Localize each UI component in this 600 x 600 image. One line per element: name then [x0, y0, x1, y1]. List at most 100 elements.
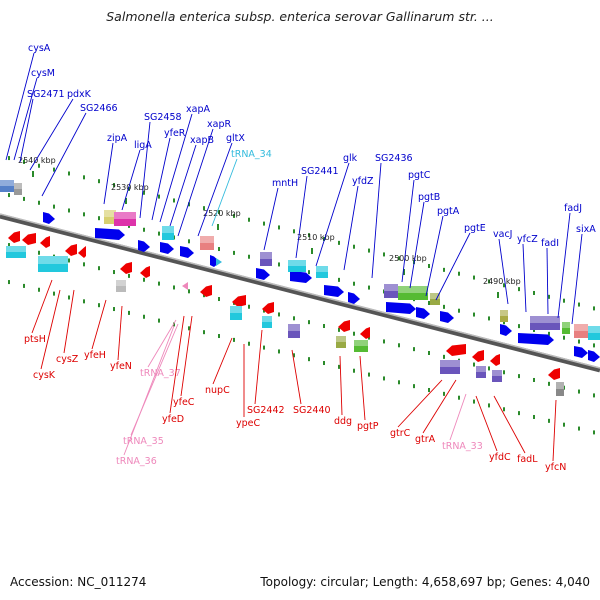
track-dot [83, 262, 85, 267]
gene-leader-line [41, 112, 87, 197]
track-dot [188, 239, 190, 244]
gene-label-yfeN[interactable]: yfeN [110, 361, 132, 372]
gene-label-pgtP[interactable]: pgtP [357, 421, 379, 432]
gene-label-yfcN[interactable]: yfcN [545, 462, 566, 473]
gene-label-tRNA_34[interactable]: tRNA_34 [231, 149, 272, 160]
gene-label-xapR[interactable]: xapR [207, 119, 231, 130]
gene-label-pgtE[interactable]: pgtE [464, 223, 486, 234]
gene-leader-line [371, 162, 382, 279]
gene-leader-line [169, 144, 197, 227]
gene-label-fadI[interactable]: fadI [541, 238, 559, 249]
track-dot [83, 212, 85, 217]
scale-tick [311, 248, 313, 254]
forward-gene-arrow [588, 350, 600, 362]
gene-label-yfeD[interactable]: yfeD [162, 414, 184, 425]
gene-label-yfeH[interactable]: yfeH [84, 350, 106, 361]
gene-label-glk[interactable]: glk [343, 153, 358, 164]
trna-marker [182, 282, 188, 290]
gene-label-cysM[interactable]: cysM [31, 68, 55, 79]
gene-label-SG2440[interactable]: SG2440 [293, 405, 331, 416]
track-dot [143, 314, 145, 319]
track-dot [353, 281, 355, 286]
gene-label-tRNA_36[interactable]: tRNA_36 [116, 456, 157, 467]
track-dot [128, 186, 130, 191]
track-dot [68, 208, 70, 213]
track-dot [398, 256, 400, 261]
reverse-gene-arrow [65, 244, 77, 256]
cog-box [500, 310, 508, 322]
gene-label-ptsH[interactable]: ptsH [24, 334, 46, 345]
gene-label-fadJ[interactable]: fadJ [564, 203, 582, 214]
track-dot [353, 368, 355, 373]
gene-label-tRNA_35[interactable]: tRNA_35 [123, 436, 164, 447]
reverse-gene-arrow [232, 295, 246, 307]
gene-label-mntH[interactable]: mntH [272, 178, 298, 189]
gene-label-cysA[interactable]: cysA [28, 43, 51, 54]
gene-label-zipA[interactable]: zipA [107, 133, 128, 144]
gene-label-tRNA_33[interactable]: tRNA_33 [442, 441, 483, 452]
gene-label-yfcZ[interactable]: yfcZ [517, 234, 538, 245]
gene-label-SG2441[interactable]: SG2441 [301, 166, 339, 177]
gene-label-pgtA[interactable]: pgtA [437, 206, 460, 217]
gene-label-nupC[interactable]: nupC [205, 385, 230, 396]
gene-label-cysZ[interactable]: cysZ [56, 354, 79, 365]
gene-label-yfdZ[interactable]: yfdZ [352, 176, 374, 187]
gene-label-xapA[interactable]: xapA [186, 104, 210, 115]
gene-leader-line [121, 149, 141, 211]
track-dot [263, 345, 265, 350]
track-dot [173, 322, 175, 327]
cog-box [354, 340, 368, 352]
gene-label-pgtC[interactable]: pgtC [408, 170, 431, 181]
gene-label-cysK[interactable]: cysK [33, 370, 56, 381]
track-dot [38, 250, 40, 255]
track-dot [488, 279, 490, 284]
track-dot [53, 204, 55, 209]
cog-box [104, 210, 116, 224]
gene-label-sixA[interactable]: sixA [576, 224, 596, 235]
scale-tick [403, 269, 405, 275]
track-dot [308, 320, 310, 325]
cog-box [288, 324, 300, 338]
gene-leader-line [139, 121, 151, 219]
track-dot [113, 183, 115, 188]
gene-label-yfdC[interactable]: yfdC [489, 452, 511, 463]
cog-box [14, 183, 22, 195]
track-dot [488, 366, 490, 371]
gene-label-tRNA_37[interactable]: tRNA_37 [140, 368, 181, 379]
gene-label-fadL[interactable]: fadL [517, 454, 538, 465]
track-dot [83, 175, 85, 180]
track-dot [293, 353, 295, 358]
track-dot [443, 267, 445, 272]
track-dot [473, 362, 475, 367]
gene-label-ligA[interactable]: ligA [134, 140, 152, 151]
track-dot [503, 370, 505, 375]
map-title: Salmonella enterica subsp. enterica sero… [106, 9, 494, 24]
gene-label-SG2458[interactable]: SG2458 [144, 112, 182, 123]
gene-label-xapB[interactable]: xapB [190, 135, 214, 146]
gene-label-SG2466[interactable]: SG2466 [80, 103, 118, 114]
gene-label-SG2471[interactable]: SG2471 [27, 89, 65, 100]
cog-box [398, 286, 428, 300]
gene-label-ypeC[interactable]: ypeC [236, 418, 260, 429]
gene-label-gtrC[interactable]: gtrC [390, 428, 411, 439]
gene-label-yfeC[interactable]: yfeC [173, 397, 195, 408]
gene-label-SG2442[interactable]: SG2442 [247, 405, 285, 416]
cog-box [574, 324, 588, 338]
gene-label-pgtB[interactable]: pgtB [418, 192, 440, 203]
gene-label-gltX[interactable]: gltX [226, 133, 245, 144]
gene-label-pdxK[interactable]: pdxK [67, 89, 92, 100]
forward-gene-arrow [180, 246, 194, 258]
scale-label: 2510 kbp [297, 233, 335, 242]
reverse-gene-arrow [78, 246, 86, 258]
gene-label-yfeR[interactable]: yfeR [164, 128, 186, 139]
cog-box [200, 236, 214, 250]
forward-gene-arrow [386, 302, 416, 314]
gene-label-vacJ[interactable]: vacJ [493, 229, 512, 240]
track-dot [158, 318, 160, 323]
gene-leader-line [180, 315, 193, 397]
track-dot [248, 341, 250, 346]
gene-label-SG2436[interactable]: SG2436 [375, 153, 413, 164]
gene-label-ddg[interactable]: ddg [334, 416, 352, 427]
gene-label-gtrA[interactable]: gtrA [415, 434, 436, 445]
gene-leader-line [123, 325, 175, 456]
